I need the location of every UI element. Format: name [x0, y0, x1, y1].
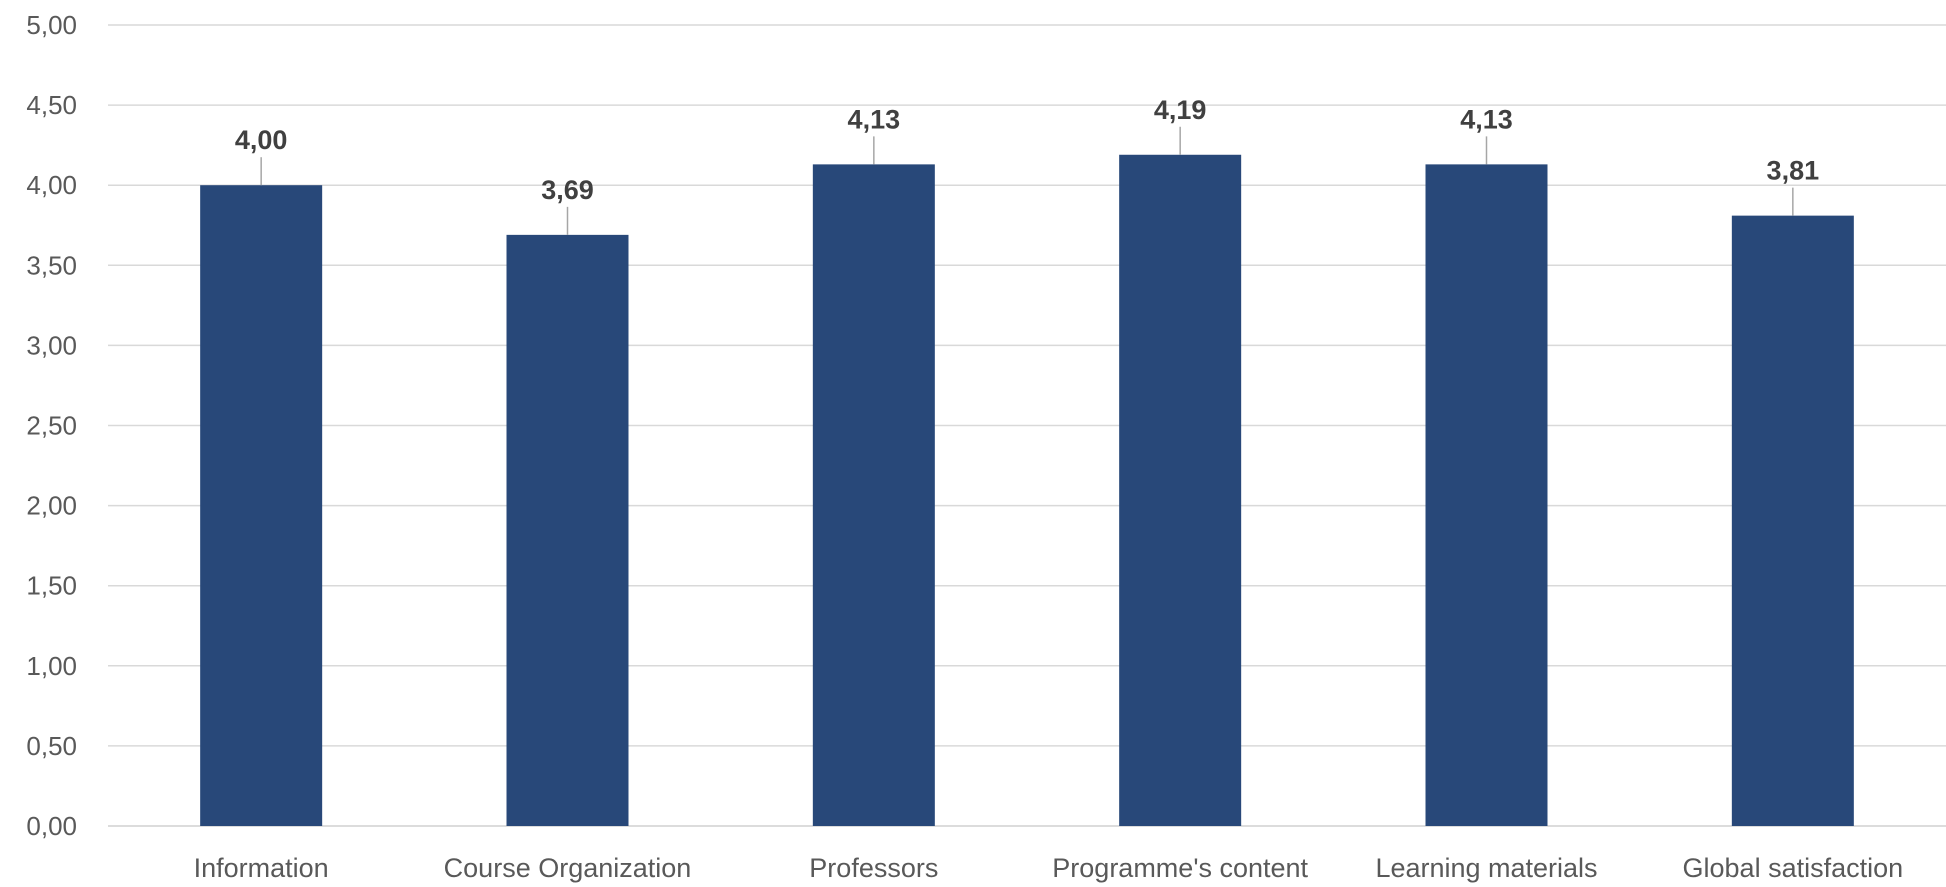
data-label: 4,19 — [1154, 95, 1207, 125]
gridlines — [108, 24, 1946, 827]
y-tick-label: 3,50 — [26, 250, 77, 280]
data-label: 3,69 — [541, 175, 594, 205]
y-tick-label: 4,50 — [26, 90, 77, 120]
y-tick-label: 0,50 — [26, 731, 77, 761]
data-label: 4,13 — [1460, 104, 1513, 134]
y-tick-label: 2,50 — [26, 411, 77, 441]
y-tick-label: 5,00 — [26, 10, 77, 40]
y-tick-label: 1,00 — [26, 651, 77, 681]
y-tick-label: 4,00 — [26, 170, 77, 200]
data-label: 4,13 — [848, 104, 901, 134]
y-tick-label: 3,00 — [26, 330, 77, 360]
y-tick-label: 0,00 — [26, 811, 77, 841]
y-axis-tick-labels: 0,00 0,50 1,00 1,50 2,00 2,50 3,00 3,50 4,00 4,50… — [26, 10, 77, 841]
x-category-label: Professors — [809, 853, 938, 883]
bar — [1425, 164, 1548, 826]
bar — [506, 234, 629, 826]
y-tick-label: 2,00 — [26, 491, 77, 521]
bar — [200, 185, 323, 826]
bar — [1731, 215, 1854, 826]
data-label: 4,00 — [235, 125, 288, 155]
bar — [1119, 154, 1242, 827]
x-axis-category-labels: Information Course Organization Professors… — [194, 853, 1904, 883]
x-category-label: Global satisfaction — [1683, 853, 1904, 883]
x-category-label: Programme's content — [1052, 853, 1308, 883]
data-label: 3,81 — [1767, 156, 1820, 186]
data-label-leader-lines — [260, 126, 1794, 235]
data-labels: 4,00 3,69 4,13 4,19 4,13 3,81 — [235, 95, 1819, 205]
bars — [200, 154, 1854, 827]
x-category-label: Learning materials — [1375, 853, 1597, 883]
bar — [812, 164, 935, 826]
x-category-label: Information — [194, 853, 329, 883]
y-tick-label: 1,50 — [26, 571, 77, 601]
x-category-label: Course Organization — [444, 853, 692, 883]
